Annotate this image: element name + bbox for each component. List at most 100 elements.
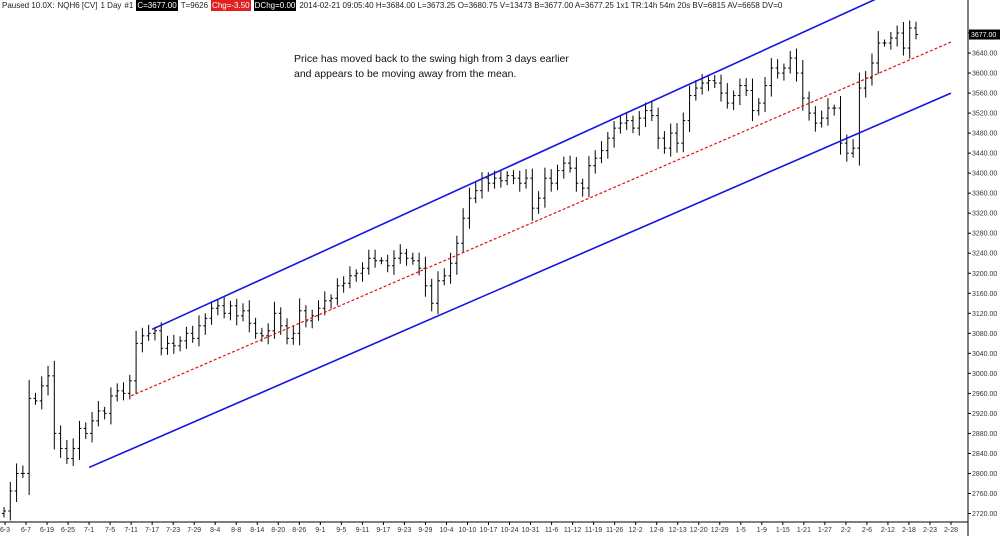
y-tick-label: 2840.00: [972, 451, 997, 458]
ohlc-bar: [693, 80, 698, 101]
ohlc-bar: [763, 77, 768, 113]
ohlc-bar: [517, 170, 522, 192]
ohlc-bar: [184, 326, 189, 349]
ohlc-bar: [8, 481, 13, 521]
status-close: C=3677.00: [136, 0, 178, 11]
ohlc-bar: [14, 463, 19, 502]
x-tick-label: 2-6: [862, 527, 872, 534]
ohlc-bar: [649, 101, 654, 122]
ohlc-bar: [71, 438, 76, 466]
x-tick-label: 2-12: [881, 527, 895, 534]
ohlc-bar: [316, 300, 321, 321]
ohlc-bar: [115, 383, 120, 402]
x-tick-label: 9-11: [356, 527, 370, 534]
ohlc-bar: [127, 374, 132, 400]
ohlc-bar: [819, 110, 824, 128]
ohlc-bar: [907, 20, 912, 59]
ohlc-bar: [832, 104, 837, 116]
ohlc-bar: [888, 32, 893, 50]
ohlc-bar: [813, 106, 818, 132]
x-tick-label: 10-24: [501, 527, 519, 534]
status-interval: 1 Day: [100, 1, 122, 10]
x-tick-label: 12-2: [629, 527, 643, 534]
y-tick-label: 3640.00: [972, 51, 997, 58]
channel-lines: [88, 0, 952, 469]
ohlc-bar: [461, 208, 466, 253]
ohlc-bar: [568, 155, 573, 173]
x-tick-label: 8-20: [271, 527, 285, 534]
x-tick-label: 11-12: [564, 527, 581, 534]
ohlc-bar: [253, 317, 258, 339]
ohlc-bar: [561, 156, 566, 179]
x-tick-label: 6-3: [0, 527, 10, 534]
status-ticks: T=9626: [180, 1, 209, 10]
ohlc-bar: [196, 315, 201, 347]
ohlc-bar: [895, 25, 900, 47]
x-tick-label: 7-5: [105, 527, 115, 534]
ohlc-bar: [2, 506, 6, 518]
y-tick-label: 3480.00: [972, 131, 997, 138]
status-details: 2014-02-21 09:05:40 H=3684.00 L=3673.25 …: [299, 1, 783, 10]
ohlc-bar: [719, 74, 724, 102]
x-tick-label: 7-17: [145, 527, 159, 534]
ohlc-bar: [851, 139, 856, 158]
x-tick-label: 7-29: [187, 527, 201, 534]
y-tick-label: 3120.00: [972, 311, 997, 318]
ohlc-bar: [775, 59, 780, 79]
x-tick-label: 1-27: [818, 527, 832, 534]
ohlc-bar: [807, 91, 812, 121]
y-tick-label: 3520.00: [972, 111, 997, 118]
ohlc-bar: [347, 266, 352, 289]
ohlc-bar: [662, 131, 667, 154]
y-tick-label: 3320.00: [972, 211, 997, 218]
y-tick-label: 3440.00: [972, 151, 997, 158]
x-tick-label: 1-21: [797, 527, 811, 534]
ohlc-bar: [630, 115, 635, 134]
ohlc-bar: [335, 278, 340, 306]
y-tick-label: 3600.00: [972, 71, 997, 78]
y-tick-label: 2960.00: [972, 391, 997, 398]
ohlc-bar: [134, 330, 139, 394]
ohlc-bar: [435, 271, 440, 315]
ohlc-bar: [454, 235, 459, 275]
x-tick-label: 6-7: [21, 527, 31, 534]
ohlc-bar: [574, 157, 579, 192]
ohlc-bar: [297, 298, 302, 346]
ohlc-bar: [20, 465, 25, 478]
ohlc-bar: [379, 257, 384, 265]
ohlc-bar: [737, 78, 742, 106]
x-tick-label: 12-29: [711, 527, 729, 534]
x-tick-label: 6-19: [40, 527, 54, 534]
y-tick-label: 3280.00: [972, 231, 997, 238]
ohlc-bar: [637, 111, 642, 136]
ohlc-bar: [882, 39, 887, 47]
x-tick-label: 9-23: [397, 527, 411, 534]
x-tick-label: 10-31: [522, 527, 540, 534]
ohlc-bar: [674, 123, 679, 153]
ohlc-bar: [599, 141, 604, 164]
ohlc-bar: [341, 276, 346, 293]
ohlc-bar: [96, 400, 101, 427]
ohlc-bar: [788, 51, 793, 74]
status-state: Paused 10.0X:: [2, 1, 55, 10]
ohlc-bar: [190, 325, 195, 343]
annotation-line-1: Price has moved back to the swing high f…: [294, 53, 569, 65]
ohlc-bar: [524, 169, 529, 189]
ohlc-bar: [800, 60, 805, 111]
ohlc-bar: [77, 420, 82, 460]
ohlc-bar: [278, 307, 283, 335]
ohlc-bar: [215, 298, 220, 316]
x-tick-label: 2-18: [902, 527, 916, 534]
ohlc-bar: [247, 300, 252, 333]
ohlc-bar: [725, 83, 730, 109]
y-tick-label: 2720.00: [972, 511, 997, 518]
ohlc-bar: [354, 269, 359, 282]
y-tick-label: 3040.00: [972, 351, 997, 358]
ohlc-bar: [272, 301, 277, 339]
x-tick-label: 10-10: [459, 527, 477, 534]
y-tick-label: 3080.00: [972, 331, 997, 338]
ohlc-bar: [794, 48, 799, 82]
ohlc-bar: [39, 376, 44, 410]
